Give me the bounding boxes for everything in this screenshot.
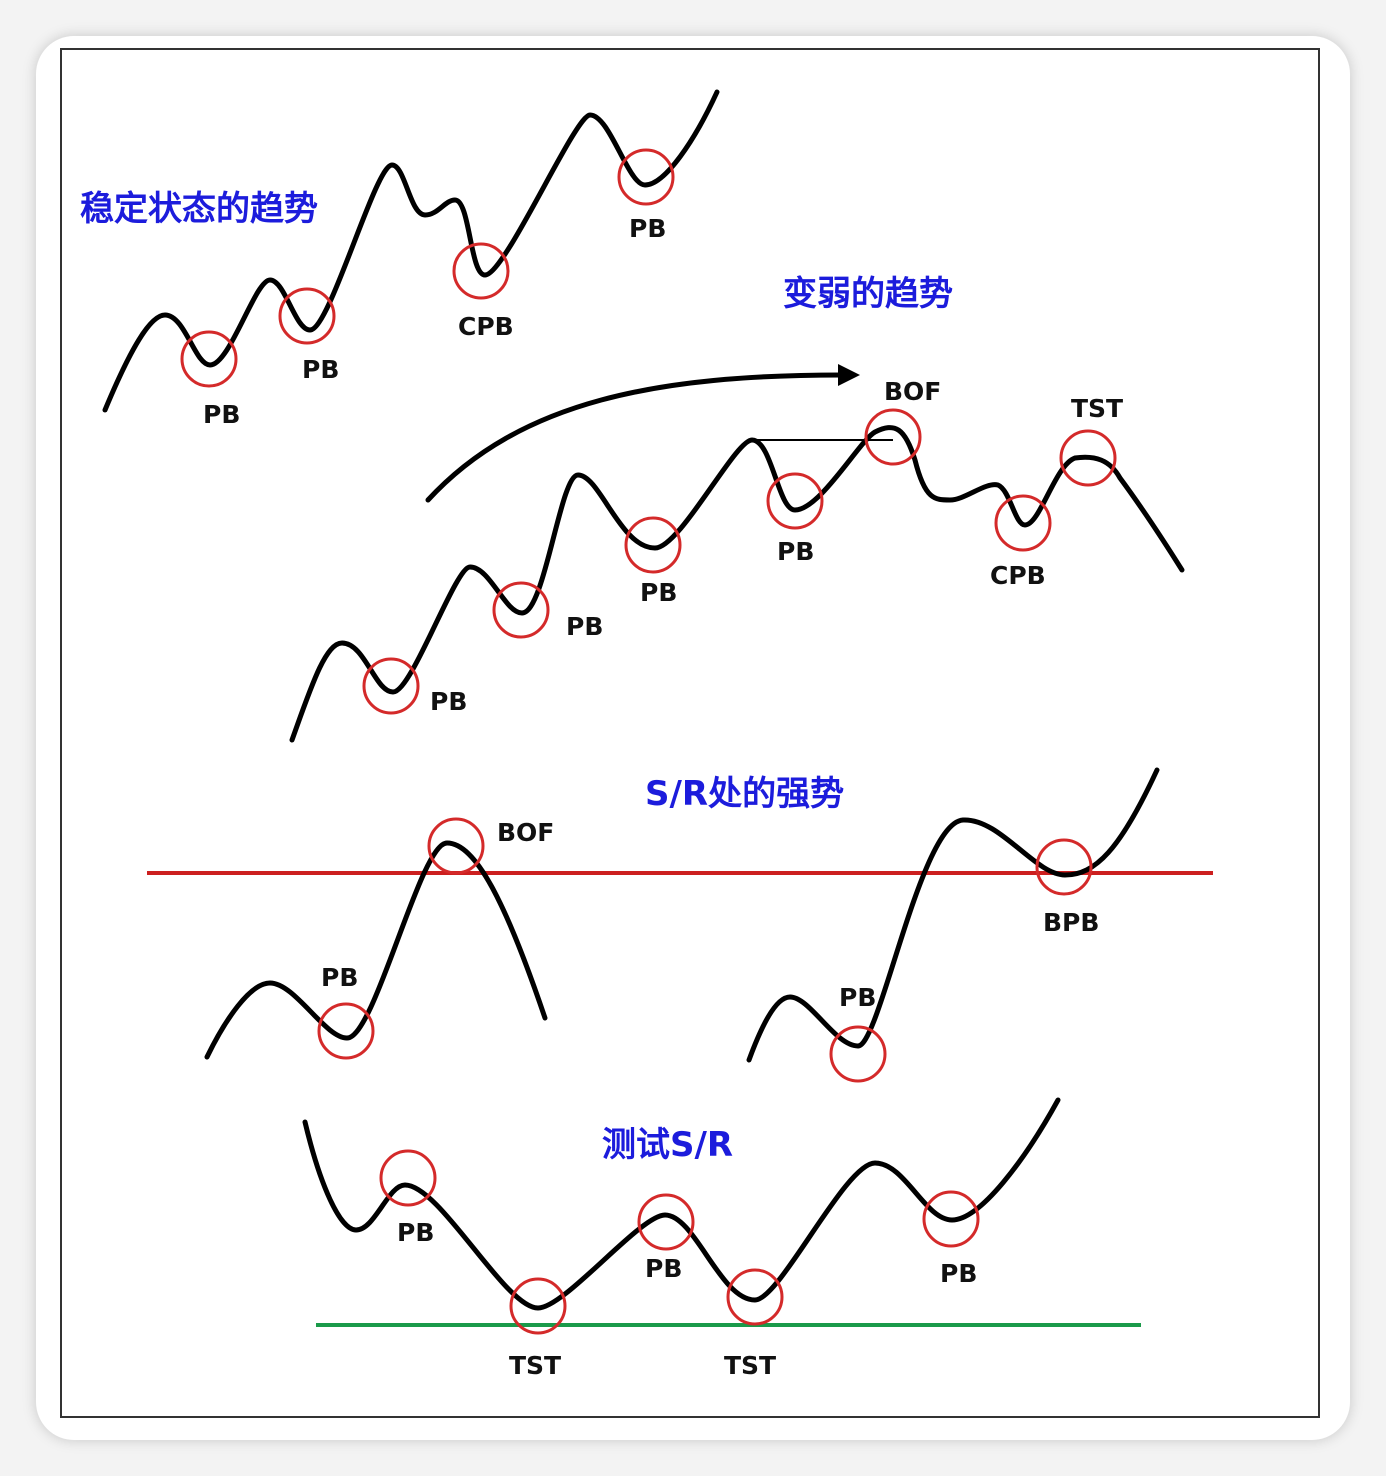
weakening-pb-marker-1 (362, 657, 420, 715)
steady-label-pb-2: PB (302, 355, 339, 384)
weakening-pb-marker-2 (492, 581, 550, 639)
strength-label-pb-right: PB (839, 983, 876, 1012)
strength-label-pb-left: PB (321, 963, 358, 992)
testing-label-pb-2: PB (645, 1254, 682, 1283)
steady-pb-marker-2 (278, 287, 336, 345)
testing-sr-curve (302, 1097, 1061, 1311)
testing-label-pb-1: PB (397, 1218, 434, 1247)
testing-pb-marker-3 (922, 1190, 980, 1248)
weakening-label-pb-3: PB (640, 578, 677, 607)
strength-right-curve (746, 767, 1160, 1063)
weakening-label-pb-2: PB (566, 612, 603, 641)
steady-label-pb-3: PB (629, 214, 666, 243)
strength-bpb-marker (1035, 838, 1093, 896)
strength-left-pb-marker (317, 1002, 375, 1060)
testing-label-tst-1: TST (509, 1351, 561, 1380)
weakening-label-tst: TST (1071, 394, 1123, 423)
strength-label-bpb: BPB (1043, 908, 1099, 937)
testing-pb-marker-1 (379, 1149, 437, 1207)
strength-at-sr-section: PB BOF PB BPB S/R处的强势 (147, 767, 1213, 1083)
testing-label-tst-2: TST (724, 1351, 776, 1380)
weakening-bof-marker (864, 408, 922, 466)
diagram-frame (60, 48, 1320, 1418)
testing-pb-marker-2 (637, 1193, 695, 1251)
weakening-label-cpb: CPB (990, 561, 1046, 590)
steady-trend-section: PB PB CPB PB 稳定状态的趋势 (80, 89, 720, 429)
strength-bof-marker (427, 817, 485, 875)
testing-tst-marker-1 (509, 1277, 567, 1335)
weakening-label-pb-4: PB (777, 537, 814, 566)
testing-sr-section: PB PB PB TST TST 测试S/R (302, 1097, 1141, 1380)
strength-at-sr-title: S/R处的强势 (645, 774, 844, 814)
weakening-tst-marker (1059, 429, 1117, 487)
strength-left-curve (204, 840, 548, 1060)
steady-label-cpb: CPB (458, 312, 514, 341)
strength-right-pb-marker (829, 1025, 887, 1083)
steady-pb-marker-1 (180, 330, 238, 388)
weakening-pb-marker-3 (624, 516, 682, 574)
weakening-trend-curve (289, 425, 1185, 743)
steady-trend-title: 稳定状态的趋势 (80, 189, 318, 229)
testing-label-pb-3: PB (940, 1259, 977, 1288)
weakening-label-pb-1: PB (430, 687, 467, 716)
weakening-label-bof: BOF (884, 377, 941, 406)
weakening-cpb-marker (994, 494, 1052, 552)
weakening-trend-section: PB PB PB PB BOF CPB TST 变弱的趋势 (289, 274, 1185, 743)
steady-label-pb-1: PB (203, 400, 240, 429)
steady-pb-marker-3 (617, 148, 675, 206)
momentum-arrow-arc (425, 372, 845, 503)
testing-sr-title: 测试S/R (602, 1125, 733, 1165)
momentum-arrow-head (838, 364, 860, 386)
steady-cpb-marker (452, 242, 510, 300)
testing-tst-marker-2 (726, 1268, 784, 1326)
weakening-trend-title: 变弱的趋势 (783, 274, 953, 314)
strength-label-bof: BOF (497, 818, 554, 847)
weakening-pb-marker-4 (766, 472, 824, 530)
steady-trend-curve (102, 89, 720, 413)
